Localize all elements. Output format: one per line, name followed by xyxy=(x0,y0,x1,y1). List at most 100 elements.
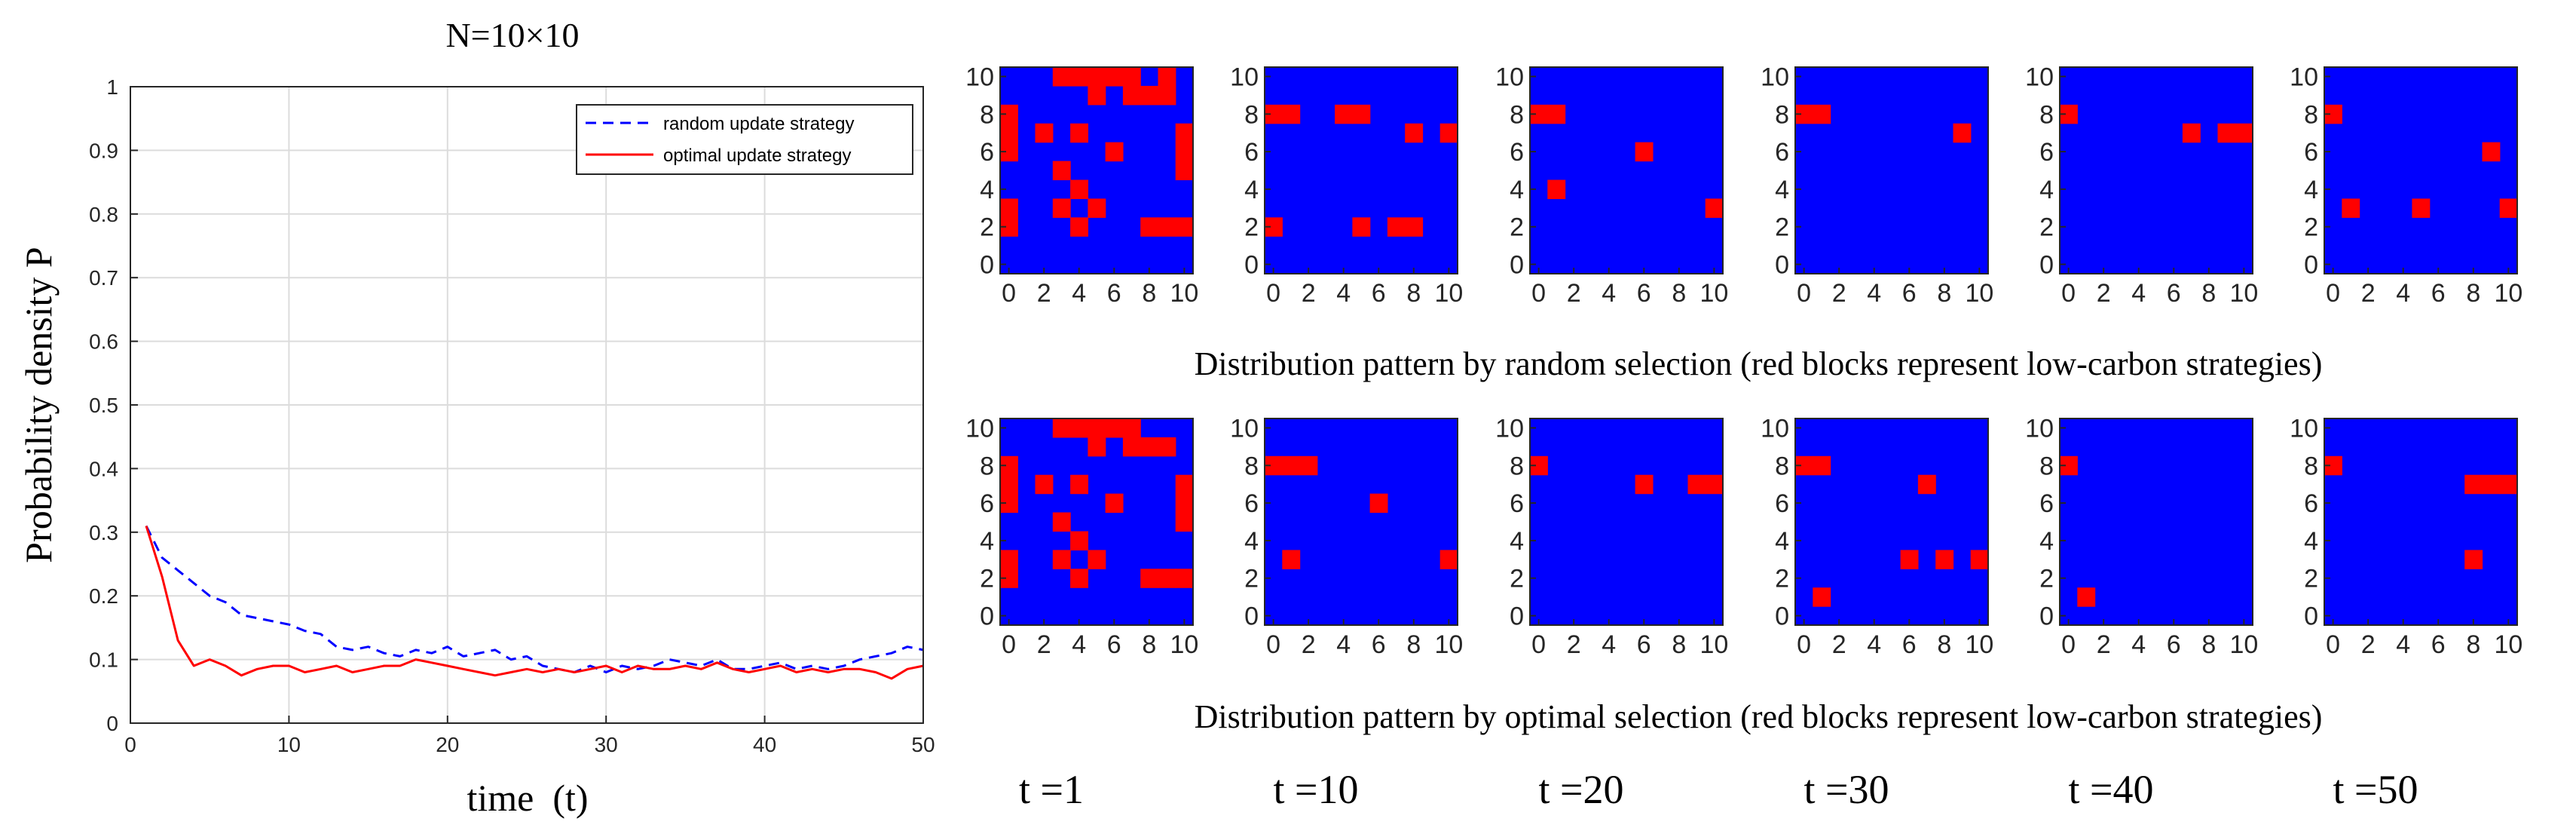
y-tick-label: 0.6 xyxy=(89,330,118,354)
distribution-panels: 0022446688101000224466881010002244668810… xyxy=(965,63,2522,659)
panel-frame xyxy=(2324,66,2518,274)
panel-x-tick-label: 0 xyxy=(1266,630,1280,659)
panel-frame xyxy=(2324,418,2518,626)
panel-x-tick-label: 4 xyxy=(2396,279,2410,308)
panel-y-tick-label: 2 xyxy=(980,213,994,242)
red-block xyxy=(1070,474,1088,495)
panel-y-tick-label: 6 xyxy=(1244,138,1259,167)
red-block xyxy=(1052,161,1071,180)
red-block xyxy=(1530,104,1548,124)
y-tick-label: 0.5 xyxy=(89,394,118,417)
y-tick-label: 0 xyxy=(106,712,118,735)
red-block xyxy=(1122,67,1141,87)
y-tick-label: 1 xyxy=(106,75,118,99)
panel-x-tick-label: 2 xyxy=(1567,279,1581,308)
panel-x-tick-label: 10 xyxy=(1170,630,1198,659)
red-block xyxy=(1687,474,1706,495)
red-block xyxy=(1175,474,1194,495)
red-block xyxy=(2412,198,2431,218)
panel-y-tick-label: 6 xyxy=(1510,489,1524,518)
red-block xyxy=(1070,179,1088,199)
panel-y-tick-label: 4 xyxy=(1510,176,1524,204)
panel-y-tick-label: 6 xyxy=(980,138,994,167)
panel-frame xyxy=(999,66,1194,274)
red-block xyxy=(1299,455,1318,476)
y-tick-label: 0.1 xyxy=(89,648,118,672)
red-block xyxy=(1140,217,1159,237)
panel-y-tick-label: 4 xyxy=(980,176,994,204)
red-block xyxy=(2342,198,2360,218)
red-block xyxy=(1352,104,1371,124)
red-block xyxy=(1175,512,1194,532)
panel-x-tick-label: 0 xyxy=(2326,279,2340,308)
panel-y-tick-label: 2 xyxy=(1775,213,1789,242)
red-block xyxy=(2060,104,2078,124)
panel-frame xyxy=(1264,418,1458,626)
panel-x-tick-label: 8 xyxy=(1406,630,1421,659)
panel-x-tick-label: 2 xyxy=(2361,279,2376,308)
panel-y-tick-label: 4 xyxy=(2304,527,2318,556)
panel-frame xyxy=(1794,418,1989,626)
red-block xyxy=(1158,569,1176,588)
y-tick-label: 0.9 xyxy=(89,139,118,162)
panel-y-tick-label: 0 xyxy=(2304,251,2318,280)
red-block xyxy=(1175,493,1194,514)
panel-x-tick-label: 2 xyxy=(2097,279,2111,308)
red-block xyxy=(2182,123,2201,143)
red-block xyxy=(1088,418,1106,438)
red-block xyxy=(1970,550,1989,569)
panel-y-tick-label: 10 xyxy=(1230,63,1259,91)
panel-x-tick-label: 2 xyxy=(1302,279,1316,308)
red-block xyxy=(1088,550,1106,569)
panel-y-tick-label: 8 xyxy=(980,100,994,129)
panel-y-tick-label: 8 xyxy=(1244,100,1259,129)
red-block xyxy=(2482,142,2501,162)
panel-y-tick-label: 0 xyxy=(980,602,994,631)
panel-x-tick-label: 2 xyxy=(1832,279,1846,308)
panel-x-tick-label: 8 xyxy=(2201,279,2216,308)
panel-y-tick-label: 0 xyxy=(2304,602,2318,631)
red-block xyxy=(1000,474,1018,495)
red-block xyxy=(1000,550,1018,569)
panel-x-tick-label: 6 xyxy=(2431,630,2446,659)
panel-x-tick-label: 2 xyxy=(1037,630,1051,659)
panel-frame xyxy=(1529,66,1724,274)
panel-x-tick-label: 2 xyxy=(1832,630,1846,659)
panel-y-tick-label: 8 xyxy=(2039,100,2054,129)
series-line-random xyxy=(145,525,924,673)
panel-x-tick-label: 2 xyxy=(1567,630,1581,659)
red-block xyxy=(1000,569,1018,588)
red-block xyxy=(1070,217,1088,237)
series-lines xyxy=(145,525,924,680)
red-block xyxy=(1140,85,1159,106)
panel-frame xyxy=(2059,66,2253,274)
panel-y-tick-label: 4 xyxy=(2304,176,2318,204)
panel-x-tick-label: 6 xyxy=(1372,279,1386,308)
panel-x-tick-label: 6 xyxy=(1107,630,1121,659)
red-block xyxy=(1122,85,1141,106)
panel-x-tick-label: 4 xyxy=(1602,630,1616,659)
panel-x-tick-label: 2 xyxy=(1302,630,1316,659)
red-block xyxy=(1405,123,1424,143)
red-block xyxy=(1953,123,1972,143)
red-block xyxy=(1105,493,1124,514)
panel-frame xyxy=(1529,418,1724,626)
panel-y-tick-label: 2 xyxy=(2039,565,2054,593)
red-block xyxy=(1405,217,1424,237)
red-block xyxy=(1635,142,1654,162)
red-block xyxy=(1000,142,1018,162)
red-block xyxy=(1105,142,1124,162)
panel-y-tick-label: 0 xyxy=(1775,251,1789,280)
panel-background xyxy=(2324,67,2517,274)
panel-y-tick-label: 10 xyxy=(2290,63,2318,91)
panel-x-tick-label: 0 xyxy=(1531,279,1546,308)
panel-x-tick-label: 4 xyxy=(1072,630,1086,659)
red-block xyxy=(1088,437,1106,457)
red-block xyxy=(1175,569,1194,588)
line-chart: N=10×10 0 10 20 30 40 50 0 0.1 0.2 0.3 0.4 0.5 0.6 0.… xyxy=(17,16,935,819)
panel-x-tick-label: 6 xyxy=(2167,630,2181,659)
panel-y-tick-label: 4 xyxy=(1244,527,1259,556)
panel-x-tick-label: 0 xyxy=(1797,279,1811,308)
panel-y-tick-label: 10 xyxy=(2290,414,2318,443)
